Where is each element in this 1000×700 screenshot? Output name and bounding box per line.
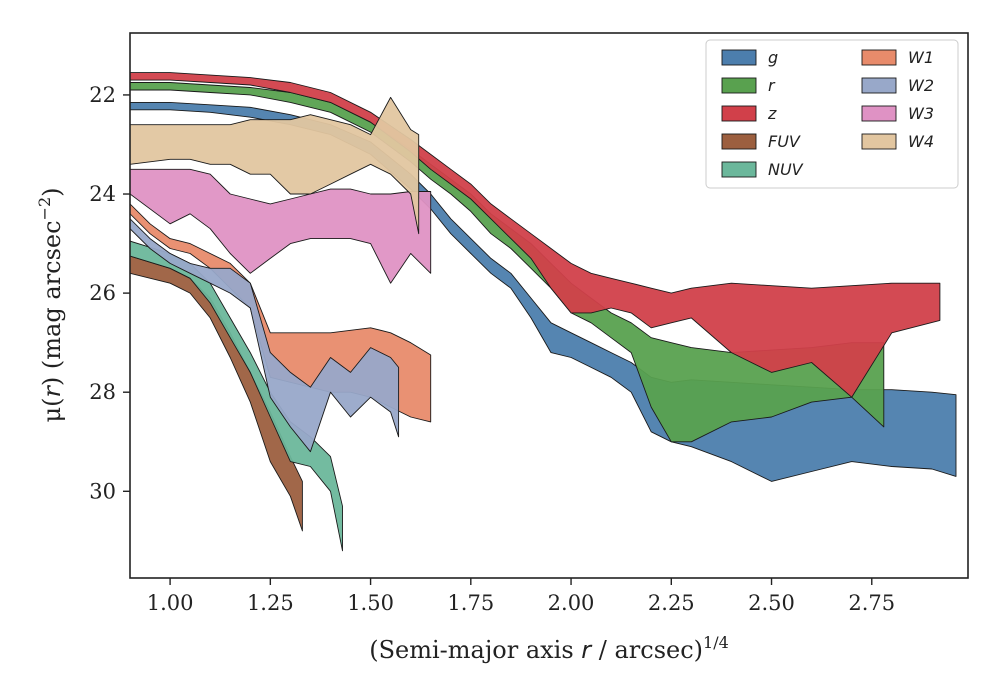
x-tick-label: 1.00 — [147, 591, 194, 615]
band-W4 — [130, 96, 420, 235]
x-axis-label-pre: (Semi-major axis — [369, 636, 581, 664]
y-axis-label-end: ) — [38, 187, 66, 196]
legend-label-W3: W3 — [908, 104, 934, 123]
band-W2 — [130, 218, 400, 453]
legend-swatch-W3 — [861, 105, 897, 122]
legend-items: grz FUV NUV W1 W2 W3 W4 — [721, 48, 934, 179]
legend-frame — [705, 39, 959, 189]
legend-label-FUV: FUV — [768, 132, 801, 151]
x-tick-label: 1.25 — [247, 591, 294, 615]
x-axis-label-sup: 1/4 — [703, 633, 729, 652]
x-tick-label: 2.75 — [848, 591, 895, 615]
x-axis-label-var: r — [581, 636, 593, 664]
legend-swatch-r — [721, 77, 757, 94]
y-tick-label: 26 — [89, 281, 116, 305]
legend-swatch-W1 — [861, 49, 897, 66]
band-W3 — [130, 168, 432, 284]
legend-label-z: z — [767, 104, 777, 123]
legend-swatch-g — [721, 49, 757, 66]
band-NUV — [130, 240, 343, 552]
x-tick-label: 2.50 — [748, 591, 795, 615]
y-axis-label-pre: μ( — [38, 398, 66, 423]
y-tick-label: 28 — [89, 380, 116, 404]
x-tick-label: 2.25 — [648, 591, 695, 615]
legend-swatch-NUV — [721, 161, 757, 178]
y-axis-label-var: r — [38, 385, 66, 398]
legend-label-g: g — [768, 48, 778, 67]
band-z — [130, 72, 941, 398]
y-axis-ticks: 22 24 26 28 30 — [89, 83, 130, 503]
legend: grz FUV NUV W1 W2 W3 W4 — [705, 39, 959, 189]
legend-swatch-W4 — [861, 133, 897, 150]
x-axis-label: (Semi-major axis r / arcsec)1/4 — [369, 633, 729, 664]
legend-swatch-W2 — [861, 77, 897, 94]
legend-label-r: r — [768, 76, 776, 95]
plot-frame — [129, 32, 969, 579]
y-axis-label-post: ) (mag arcsec — [38, 220, 66, 386]
x-axis-ticks: 1.00 1.25 1.50 1.75 2.00 2.25 2.50 2.75 — [147, 578, 895, 615]
series-bands — [130, 72, 957, 552]
legend-label-NUV: NUV — [768, 160, 804, 179]
legend-swatch-z — [721, 105, 757, 122]
x-tick-label: 1.50 — [347, 591, 394, 615]
y-tick-label: 22 — [89, 83, 116, 107]
legend-label-W4: W4 — [908, 132, 934, 151]
y-axis-label-sup: −2 — [35, 197, 54, 221]
x-tick-label: 2.00 — [548, 591, 595, 615]
y-tick-label: 24 — [89, 182, 116, 206]
x-axis-label-post: / arcsec) — [591, 636, 703, 664]
y-tick-label: 30 — [89, 479, 116, 503]
legend-label-W1: W1 — [908, 48, 934, 67]
y-axis-label: μ(r) (mag arcsec−2) — [35, 187, 66, 422]
legend-swatch-FUV — [721, 133, 757, 150]
x-tick-label: 1.75 — [447, 591, 494, 615]
legend-label-W2: W2 — [908, 76, 934, 95]
